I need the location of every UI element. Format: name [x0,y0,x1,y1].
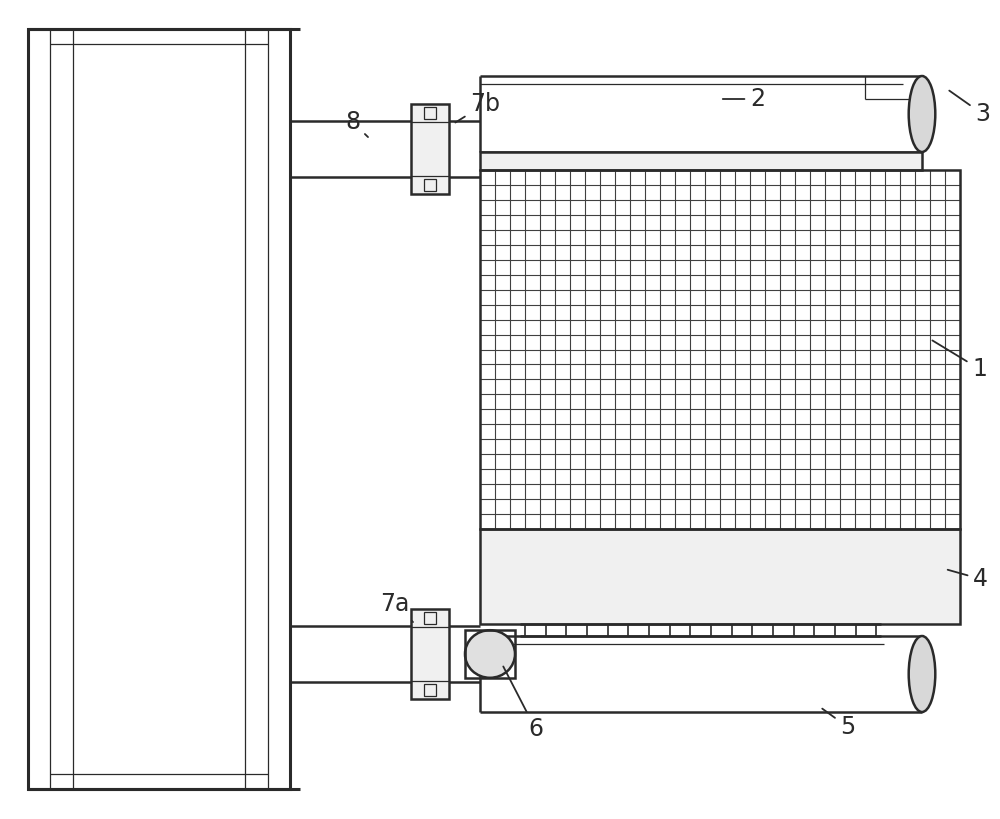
Ellipse shape [465,630,515,678]
Bar [480,152,922,170]
Text: 6: 6 [503,667,543,741]
Text: 4: 4 [948,567,988,591]
Bar [411,104,449,194]
Bar [480,529,960,624]
Bar [424,612,436,624]
Text: 2: 2 [723,87,765,111]
Text: 3: 3 [949,91,990,126]
Text: 7b: 7b [455,92,500,123]
Text: 8: 8 [345,110,368,137]
Ellipse shape [909,76,935,152]
Bar [465,630,515,678]
Text: 7a: 7a [380,592,413,622]
Bar [28,29,290,789]
Ellipse shape [909,636,935,712]
Bar [480,170,960,529]
Bar [424,107,436,119]
Text: 5: 5 [822,708,855,739]
Bar [411,609,449,699]
Bar [424,179,436,191]
Bar [480,170,960,529]
Text: 1: 1 [932,341,987,381]
Bar [424,684,436,696]
